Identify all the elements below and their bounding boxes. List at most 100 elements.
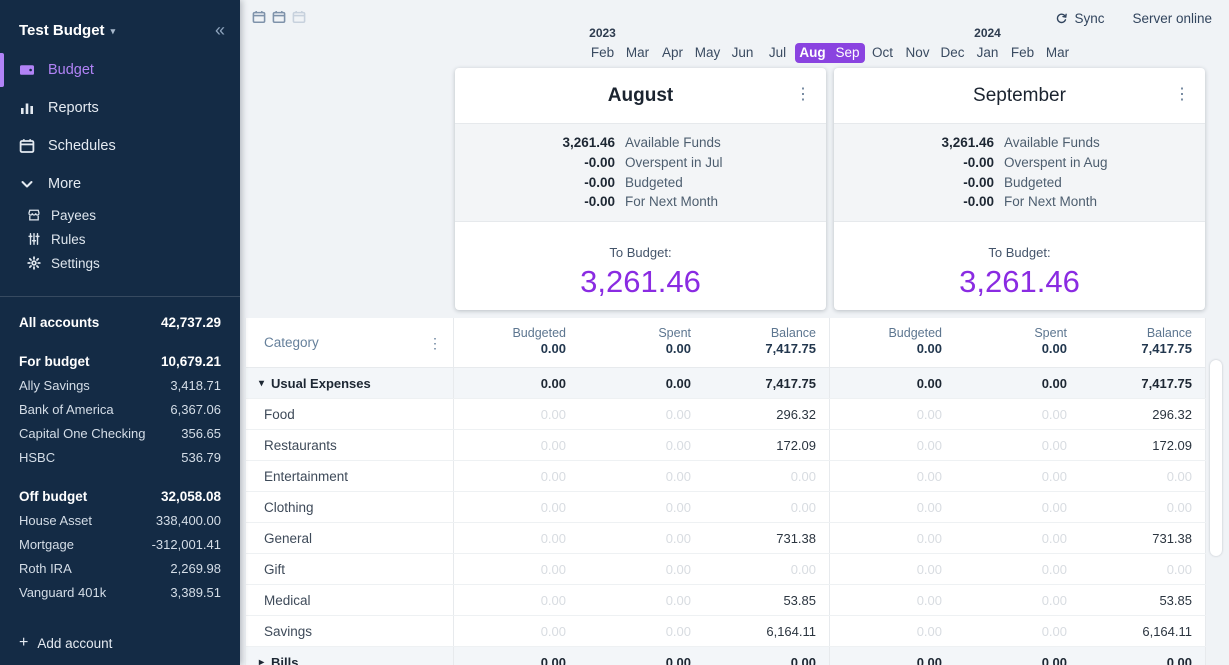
month-tab-jan[interactable]: Jan [976,45,999,60]
account-group-header[interactable]: Off budget 32,058.08 [19,485,221,509]
balance-cell[interactable]: 0.00 [790,468,816,484]
category-name[interactable]: Savings [246,616,454,646]
budgeted-cell[interactable]: 0.00 [540,499,566,515]
budgeted-cell[interactable]: 0.00 [916,623,942,639]
spent-cell[interactable]: 0.00 [1041,530,1067,546]
show-1-months-button[interactable] [252,10,266,24]
spent-cell[interactable]: 0.00 [665,561,691,577]
sidebar-item-budget[interactable]: Budget [0,51,240,89]
balance-cell[interactable]: 7,417.75 [765,375,816,391]
balance-cell[interactable]: 6,164.11 [1142,623,1192,639]
account-row[interactable]: Ally Savings 3,418.71 [19,374,221,398]
balance-cell[interactable]: 0.00 [1166,468,1192,484]
spent-cell[interactable]: 0.00 [665,623,691,639]
sidebar-item-settings[interactable]: Settings [0,251,240,275]
spent-cell[interactable]: 0.00 [665,406,691,422]
balance-cell[interactable]: 6,164.11 [766,623,816,639]
budgeted-cell[interactable]: 0.00 [540,406,566,422]
balance-cell[interactable]: 0.00 [1166,654,1192,665]
balance-cell[interactable]: 0.00 [790,499,816,515]
sidebar-item-more[interactable]: More [0,165,240,203]
budgeted-cell[interactable]: 0.00 [540,468,566,484]
month-tab-may[interactable]: May [694,45,721,60]
category-name[interactable]: Entertainment [246,461,454,491]
spent-cell[interactable]: 0.00 [665,499,691,515]
month-tab-sep[interactable]: Sep [830,43,865,63]
budgeted-cell[interactable]: 0.00 [540,592,566,608]
balance-cell[interactable]: 731.38 [1152,530,1192,546]
balance-cell[interactable]: 0.00 [790,561,816,577]
spent-cell[interactable]: 0.00 [1041,375,1067,391]
spent-cell[interactable]: 0.00 [1041,499,1067,515]
account-row[interactable]: Mortgage -312,001.41 [19,533,221,557]
month-tab-dec[interactable]: Dec [940,45,965,60]
all-accounts-link[interactable]: All accounts 42,737.29 [19,311,221,335]
account-row[interactable]: HSBC 536.79 [19,446,221,470]
account-row[interactable]: Roth IRA 2,269.98 [19,557,221,581]
balance-cell[interactable]: 0.00 [790,654,816,665]
account-row[interactable]: Bank of America 6,367.06 [19,398,221,422]
balance-cell[interactable]: 296.32 [1152,406,1192,422]
spent-cell[interactable]: 0.00 [1041,561,1067,577]
budgeted-cell[interactable]: 0.00 [916,375,942,391]
sidebar-item-rules[interactable]: Rules [0,227,240,251]
month-tab-mar[interactable]: Mar [1045,45,1070,60]
account-row[interactable]: House Asset 338,400.00 [19,509,221,533]
month-tab-feb[interactable]: Feb [1010,45,1035,60]
category-group-name[interactable]: ▸ Bills [246,647,454,665]
category-group-name[interactable]: ▾ Usual Expenses [246,368,454,398]
budgeted-cell[interactable]: 0.00 [916,406,942,422]
spent-cell[interactable]: 0.00 [1041,406,1067,422]
budgeted-cell[interactable]: 0.00 [540,623,566,639]
spent-cell[interactable]: 0.00 [665,437,691,453]
budgeted-cell[interactable]: 0.00 [540,375,566,391]
budgeted-cell[interactable]: 0.00 [540,561,566,577]
spent-cell[interactable]: 0.00 [1041,654,1067,665]
budgeted-cell[interactable]: 0.00 [916,468,942,484]
balance-cell[interactable]: 0.00 [1166,561,1192,577]
balance-cell[interactable]: 53.85 [1159,592,1192,608]
spent-cell[interactable]: 0.00 [665,375,691,391]
month-tab-apr[interactable]: Apr [661,45,683,60]
spent-cell[interactable]: 0.00 [1041,437,1067,453]
sidebar-item-schedules[interactable]: Schedules [0,127,240,165]
balance-cell[interactable]: 7,417.75 [1141,375,1192,391]
month-tab-jun[interactable]: Jun [731,45,754,60]
budget-file-menu[interactable]: Test Budget ▾ [19,22,115,39]
balance-cell[interactable]: 172.09 [776,437,816,453]
budgeted-cell[interactable]: 0.00 [540,654,566,665]
budgeted-cell[interactable]: 0.00 [540,437,566,453]
budgeted-cell[interactable]: 0.00 [916,530,942,546]
spent-cell[interactable]: 0.00 [1041,468,1067,484]
spent-cell[interactable]: 0.00 [665,592,691,608]
show-3-months-button[interactable] [292,10,306,24]
spent-cell[interactable]: 0.00 [1041,592,1067,608]
scrollbar-thumb[interactable] [1210,360,1222,556]
sidebar-item-reports[interactable]: Reports [0,89,240,127]
month-tab-nov[interactable]: Nov [905,45,930,60]
server-status-button[interactable]: Server online [1132,11,1212,26]
to-budget-amount[interactable]: 3,261.46 [580,264,701,300]
budgeted-cell[interactable]: 0.00 [916,654,942,665]
balance-cell[interactable]: 0.00 [1166,499,1192,515]
show-2-months-button[interactable] [272,10,286,24]
budgeted-cell[interactable]: 0.00 [916,437,942,453]
category-name[interactable]: Medical [246,585,454,615]
month-tab-oct[interactable]: Oct [871,45,893,60]
month-tab-aug[interactable]: Aug [795,43,830,63]
spent-cell[interactable]: 0.00 [1041,623,1067,639]
spent-cell[interactable]: 0.00 [665,654,691,665]
kebab-menu-icon[interactable]: ⋮ [1174,86,1190,103]
balance-cell[interactable]: 53.85 [783,592,816,608]
spent-cell[interactable]: 0.00 [665,468,691,484]
balance-cell[interactable]: 172.09 [1152,437,1192,453]
category-name[interactable]: Clothing [246,492,454,522]
month-tab-jul[interactable]: Jul [768,45,787,60]
spent-cell[interactable]: 0.00 [665,530,691,546]
kebab-menu-icon[interactable]: ⋮ [428,334,442,351]
account-row[interactable]: Capital One Checking 356.65 [19,422,221,446]
add-account-button[interactable]: + Add account [19,634,112,652]
category-name[interactable]: Food [246,399,454,429]
to-budget-amount[interactable]: 3,261.46 [959,264,1080,300]
month-tab-feb[interactable]: Feb [590,45,615,60]
